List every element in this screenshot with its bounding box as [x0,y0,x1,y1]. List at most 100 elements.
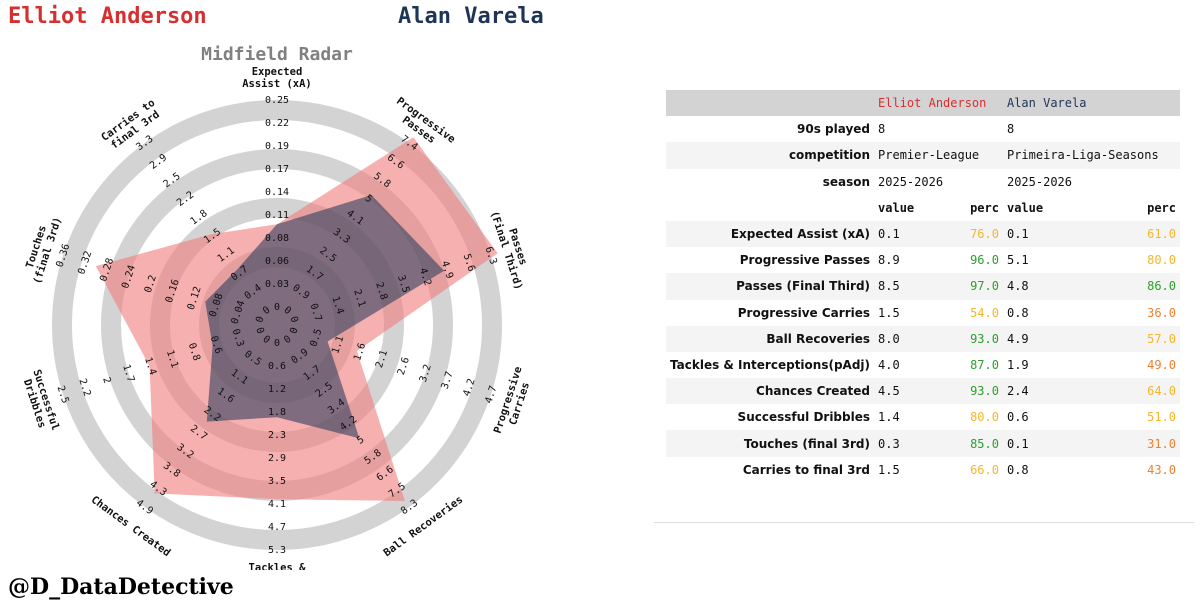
tick-label: 4.7 [268,522,286,533]
stat-label: Progressive Passes [739,253,871,268]
tick-label: 2.3 [268,430,286,441]
stat-label: Carries to final 3rd [742,462,871,477]
tick-label: 2.1 [374,349,390,370]
tick-label: 4.1 [268,499,286,510]
tick-label: 3.5 [395,274,411,295]
table-row: Elliot Anderson Alan Varela [666,90,1180,117]
player2-value: 0.8 [1006,462,1029,477]
player1-value: 4.5 [874,378,945,405]
stat-label: Tackles & Interceptions(pAdj) [670,357,871,372]
tick-label: 3.5 [268,476,286,487]
tick-label: 1.8 [268,407,286,418]
player1-perc: 87.0 [970,357,999,372]
player1-value: 8.5 [874,273,945,300]
tick-label: 0.03 [265,279,289,290]
tick-label: 0.3 [230,328,246,349]
player2-value: 0.1 [1002,220,1100,248]
table-row: season 2025-2026 2025-2026 [666,169,1180,195]
player1-perc: 97.0 [944,273,1003,300]
tick-label: 0 [261,305,272,317]
tick-label: 1.4 [329,295,345,316]
player1-value: 8.0 [874,325,945,352]
tick-label: 0.19 [265,141,289,152]
tick-label: 3.2 [418,363,434,384]
subheader-value: value [1006,200,1044,215]
player2-value: 4.8 [1002,273,1100,300]
stat-label: Successful Dribbles [737,410,871,425]
tick-label: 0 [288,326,300,335]
tick-label: 5 [355,434,366,446]
stat-label: Ball Recoveries [666,325,875,352]
player1-name: Elliot Anderson [8,4,207,29]
stat-label: Expected Assist (xA) [666,220,875,248]
player2-name: Alan Varela [398,4,544,29]
axis-label: Expected Assist (xA) [242,66,312,90]
tick-label: 0 [282,334,293,346]
tick-label: 0.5 [308,328,324,349]
tick-label: 0.8 [186,342,202,363]
player2-value: 5.1 [1006,253,1029,268]
tick-label: 2.6 [396,356,412,377]
tick-label: 1.1 [164,349,180,370]
tick-label: 6.3 [483,245,499,266]
player1-value: 0.3 [874,430,945,457]
table-row: competition Premier-League Primeira-Liga-S… [666,142,1180,169]
player2-perc: 31.0 [1099,430,1180,457]
tick-label: 0.6 [268,361,286,372]
tick-label: 1.4 [142,356,158,377]
table-row: Passes (Final Third) 8.5 97.0 4.8 86.0 [666,273,1180,300]
tick-label: 0.7 [307,302,323,323]
player2-perc: 49.0 [1147,357,1176,372]
subheader-perc: perc [970,200,999,215]
tick-label: 0.2 [143,274,159,295]
tick-label: 1.1 [330,335,346,356]
player1-value: 1.5 [878,462,900,477]
tick-label: 0.25 [265,95,289,106]
header-blank [666,90,875,117]
axis-label: SuccessfulDribbles [19,368,61,436]
table-row: Carries to final 3rd 1.5 66.0 0.8 43.0 [666,457,1180,483]
tick-label: 2.2 [76,377,92,398]
axis-label: Touches(final 3rd) [20,212,64,286]
stat-label: Touches (final 3rd) [666,430,875,457]
tick-label: 5.6 [461,252,477,273]
tick-label: 2.8 [373,281,389,302]
player1-info: 8 [878,122,886,137]
tick-label: 4.9 [439,260,455,281]
table-row: Progressive Carries 1.5 54.0 0.8 36.0 [666,300,1180,326]
tick-label: 4.2 [417,267,433,288]
player2-perc: 36.0 [1147,305,1176,320]
header-player2: Alan Varela [1002,90,1180,117]
table-row: Progressive Passes 8.9 96.0 5.1 80.0 [666,247,1180,273]
player1-perc: 54.0 [970,305,999,320]
player2-info: 2025-2026 [1006,174,1073,189]
player1-info: 2025-2026 [878,174,944,189]
player2-value: 4.9 [1002,325,1100,352]
player2-info: 8 [1006,122,1015,137]
player1-value: 1.5 [878,305,900,320]
axis-label: ProgressiveCarries [492,365,536,439]
tick-label: 0 [287,315,299,324]
player2-value: 0.8 [1006,305,1029,320]
tick-label: 0.14 [265,187,289,198]
radar-chart: 00.030.060.080.110.140.170.190.220.25Exp… [19,66,536,570]
tick-label: 0.06 [265,256,289,267]
table-row: Successful Dribbles 1.4 80.0 0.6 51.0 [666,404,1180,430]
tick-label: 0 [282,305,293,317]
player1-info: Premier-League [874,142,1003,169]
player2-value: 1.9 [1006,357,1029,372]
player1-perc: 80.0 [970,410,999,425]
player2-perc: 86.0 [1099,273,1180,300]
tick-label: 5.3 [268,545,286,556]
player1-perc: 66.0 [970,462,999,477]
tick-label: 2.5 [54,384,70,405]
player1-perc: 85.0 [944,430,1003,457]
player1-perc: 93.0 [944,325,1003,352]
table-row: Ball Recoveries 8.0 93.0 4.9 57.0 [666,325,1180,352]
tick-label: 1.2 [268,384,286,395]
player2-perc: 61.0 [1099,220,1180,248]
player2-perc: 80.0 [1147,253,1176,268]
player2-perc: 43.0 [1147,462,1176,477]
player2-info: Primeira-Liga-Seasons [1002,142,1180,169]
tick-label: 0.11 [265,210,289,221]
